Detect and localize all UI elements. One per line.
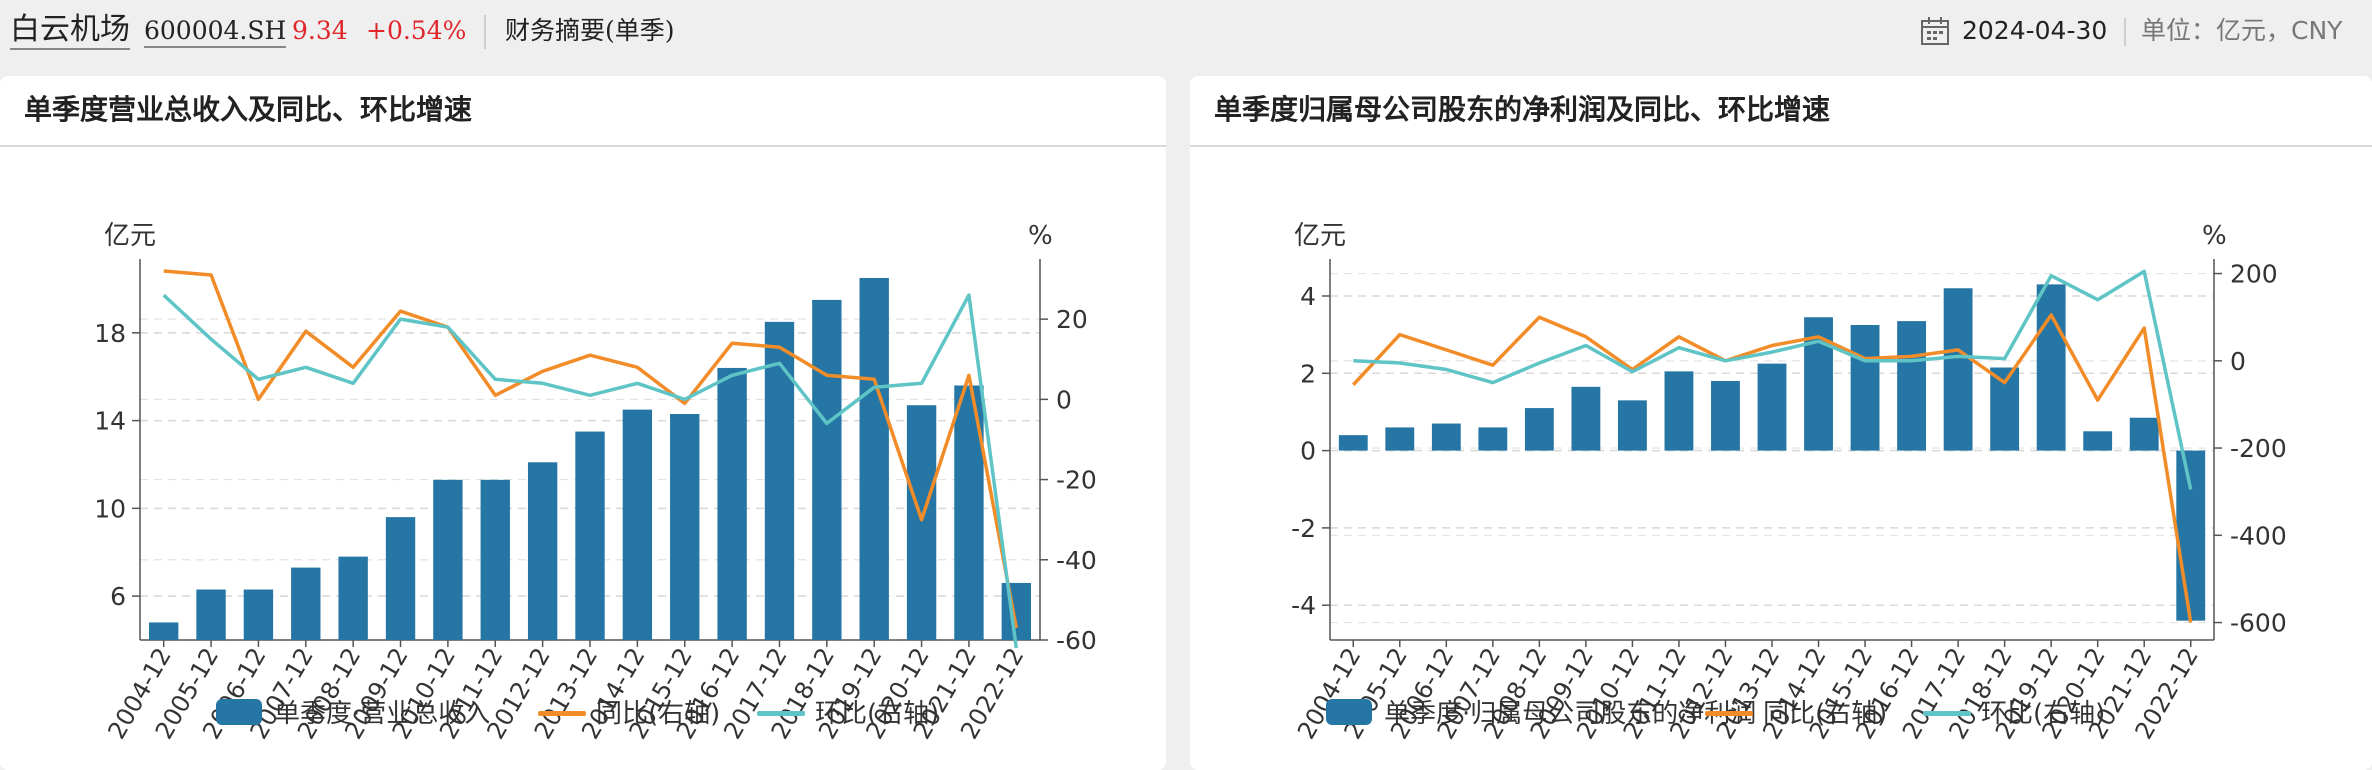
bar: [1617, 400, 1647, 451]
y2-tick-label: 200: [2230, 260, 2278, 289]
bar: [1850, 324, 1880, 451]
y-tick-label: 2: [1300, 359, 1316, 388]
legend-label: 单季度·营业总收入: [274, 699, 490, 729]
bar: [859, 277, 889, 640]
calendar-icon[interactable]: [1920, 16, 1950, 46]
y2-tick-label: -400: [2230, 521, 2287, 550]
legend-label: 同比(右轴): [596, 699, 720, 729]
stock-price: 9.34: [292, 16, 348, 45]
y-tick-label: -2: [1291, 514, 1316, 543]
y2-tick-label: 0: [1056, 385, 1072, 414]
y2-tick-label: -20: [1056, 466, 1097, 495]
bar: [764, 321, 795, 640]
bar: [622, 409, 653, 640]
bar: [1385, 427, 1415, 451]
panel-divider: [0, 145, 1166, 147]
legend-swatch-bar: [1326, 699, 1372, 725]
bar: [243, 589, 274, 640]
y2-axis-label: %: [2202, 221, 2227, 251]
bar: [149, 622, 179, 640]
divider: [2124, 18, 2126, 46]
legend-swatch-yoy: [1705, 711, 1753, 716]
legend-label: 单季度·归属母公司股东的净利润: [1384, 699, 1756, 729]
panel-title: 单季度归属母公司股东的净利润及同比、环比增速: [1214, 93, 1831, 126]
qoq-line: [1353, 269, 2193, 490]
page-title: 财务摘要(单季): [505, 16, 675, 45]
bar: [812, 299, 842, 640]
bar: [906, 405, 937, 640]
net-profit-panel: 单季度归属母公司股东的净利润及同比、环比增速 -4 -2 0 2 4 -600 -400 -2…: [1190, 76, 2372, 770]
legend-swatch-qoq: [757, 711, 805, 716]
y-tick-label: 0: [1300, 437, 1316, 466]
bar: [196, 589, 226, 640]
y2-tick-label: 0: [2230, 347, 2246, 376]
panel-title: 单季度营业总收入及同比、环比增速: [24, 93, 473, 126]
stock-code[interactable]: 600004.SH: [144, 16, 287, 48]
bar: [1338, 435, 1368, 451]
bar: [670, 414, 700, 640]
bar: [717, 367, 747, 640]
y-tick-label: -4: [1291, 591, 1316, 620]
legend-label: 同比(右轴): [1763, 699, 1887, 729]
legend-label: 环比(右轴): [1981, 699, 2105, 729]
unit-label: 单位：亿元，CNY: [2141, 16, 2343, 45]
legend-swatch-yoy: [538, 711, 586, 716]
y-tick-label: 4: [1300, 282, 1316, 311]
y-tick-label: 14: [94, 407, 126, 436]
panel-divider: [1190, 145, 2372, 147]
bar: [1431, 423, 1461, 451]
bar: [385, 517, 416, 640]
y2-tick-label: 20: [1056, 305, 1088, 334]
bar: [2036, 284, 2066, 451]
bar: [527, 462, 558, 640]
bar: [338, 556, 368, 640]
bar: [291, 567, 321, 640]
bar: [1001, 582, 1031, 640]
top-bar: 白云机场 600004.SH 9.34 +0.54% 财务摘要(单季) 2024…: [0, 0, 2372, 64]
yoy-line: [1352, 313, 2193, 623]
legend-swatch-bar: [216, 699, 262, 725]
stock-name[interactable]: 白云机场: [10, 12, 130, 50]
legend-swatch-qoq: [1923, 711, 1971, 716]
bar: [1711, 381, 1740, 451]
bar: [2129, 417, 2159, 451]
bar: [2176, 450, 2206, 621]
bar: [575, 431, 605, 640]
y-tick-label: 18: [94, 319, 126, 348]
bar: [1664, 371, 1694, 451]
y2-tick-label: -60: [1056, 626, 1097, 655]
bar: [480, 479, 510, 640]
y2-axis-label: %: [1028, 221, 1053, 251]
y-axis-label: 亿元: [104, 221, 156, 251]
y2-tick-label: -600: [2230, 609, 2287, 638]
revenue-panel: 单季度营业总收入及同比、环比增速 6 10 14 18 -60 -40 -20 0 20 亿元% 2…: [0, 76, 1166, 770]
bar: [1757, 363, 1787, 451]
y-axis-label: 亿元: [1294, 221, 1346, 251]
bar: [1897, 321, 1927, 451]
bar: [2083, 431, 2113, 451]
legend-label: 环比(右轴): [815, 699, 939, 729]
bar: [433, 479, 463, 640]
bar: [1943, 288, 1973, 451]
bar: [1571, 386, 1601, 451]
stock-change: +0.54%: [366, 16, 467, 45]
divider: [484, 15, 486, 49]
yoy-line: [163, 269, 1019, 629]
y-tick-label: 6: [110, 582, 126, 611]
qoq-line: [162, 293, 1019, 649]
y-tick-label: 10: [94, 494, 126, 523]
bar: [1478, 427, 1508, 451]
y2-tick-label: -40: [1056, 546, 1097, 575]
bar: [1524, 408, 1554, 451]
y2-tick-label: -200: [2230, 434, 2287, 463]
report-date[interactable]: 2024-04-30: [1962, 16, 2108, 45]
